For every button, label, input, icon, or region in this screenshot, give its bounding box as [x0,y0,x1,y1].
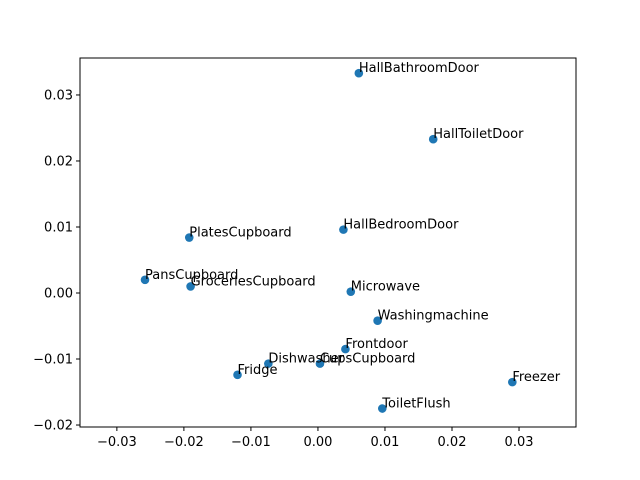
x-tick-label: 0.01 [370,435,399,450]
point-label: PlatesCupboard [189,226,291,241]
point-label: HallBathroomDoor [359,61,480,76]
data-point [341,344,350,354]
plot-frame [79,57,577,428]
y-tick-label: 0.00 [44,286,73,301]
data-point [184,233,194,242]
point-label: PansCupboard [145,268,238,283]
point-label: Freezer [512,370,560,385]
data-point [233,370,242,380]
point-label: Fridge [238,363,278,378]
y-tick-label: 0.02 [44,154,73,169]
y-tick-label: −0.01 [33,353,73,368]
point-label: Frontdoor [345,337,408,352]
data-point [377,404,387,413]
data-point [428,134,438,144]
data-point [315,359,325,368]
point-labels: HallBathroomDoor HallToiletDoor HallBedroo… [145,61,561,411]
x-tick-label: 0.03 [505,435,534,450]
data-point [508,377,517,387]
x-tick-label: −0.01 [231,435,271,450]
data-point [186,282,195,291]
data-points [140,68,517,413]
point-label: Dishwasher [268,352,344,367]
data-point [264,359,273,368]
data-point [346,287,356,296]
point-label: ToiletFlush [381,397,450,412]
x-tick-label: −0.02 [164,435,204,450]
point-label: CupsCupboard [320,352,415,367]
x-tick-label: 0.02 [438,435,467,450]
point-label: GroceriesCupboard [191,274,316,289]
x-tick-label: 0.00 [303,435,332,450]
y-tick-label: 0.01 [44,220,73,235]
point-label: HallToiletDoor [433,127,524,142]
data-point [373,316,382,326]
y-tick-label: −0.02 [33,419,73,434]
x-tick-label: −0.03 [97,435,137,450]
data-point [339,225,348,234]
axis-ticks: −0.03 −0.02 −0.01 0.00 0.01 0.02 0.03 −0.02 −0.0… [33,88,533,450]
data-point [140,275,150,285]
point-label: Washingmachine [378,309,489,324]
point-label: Microwave [351,280,420,295]
point-label: HallBedroomDoor [343,218,459,233]
data-point [354,68,364,78]
y-tick-label: 0.03 [44,88,73,103]
